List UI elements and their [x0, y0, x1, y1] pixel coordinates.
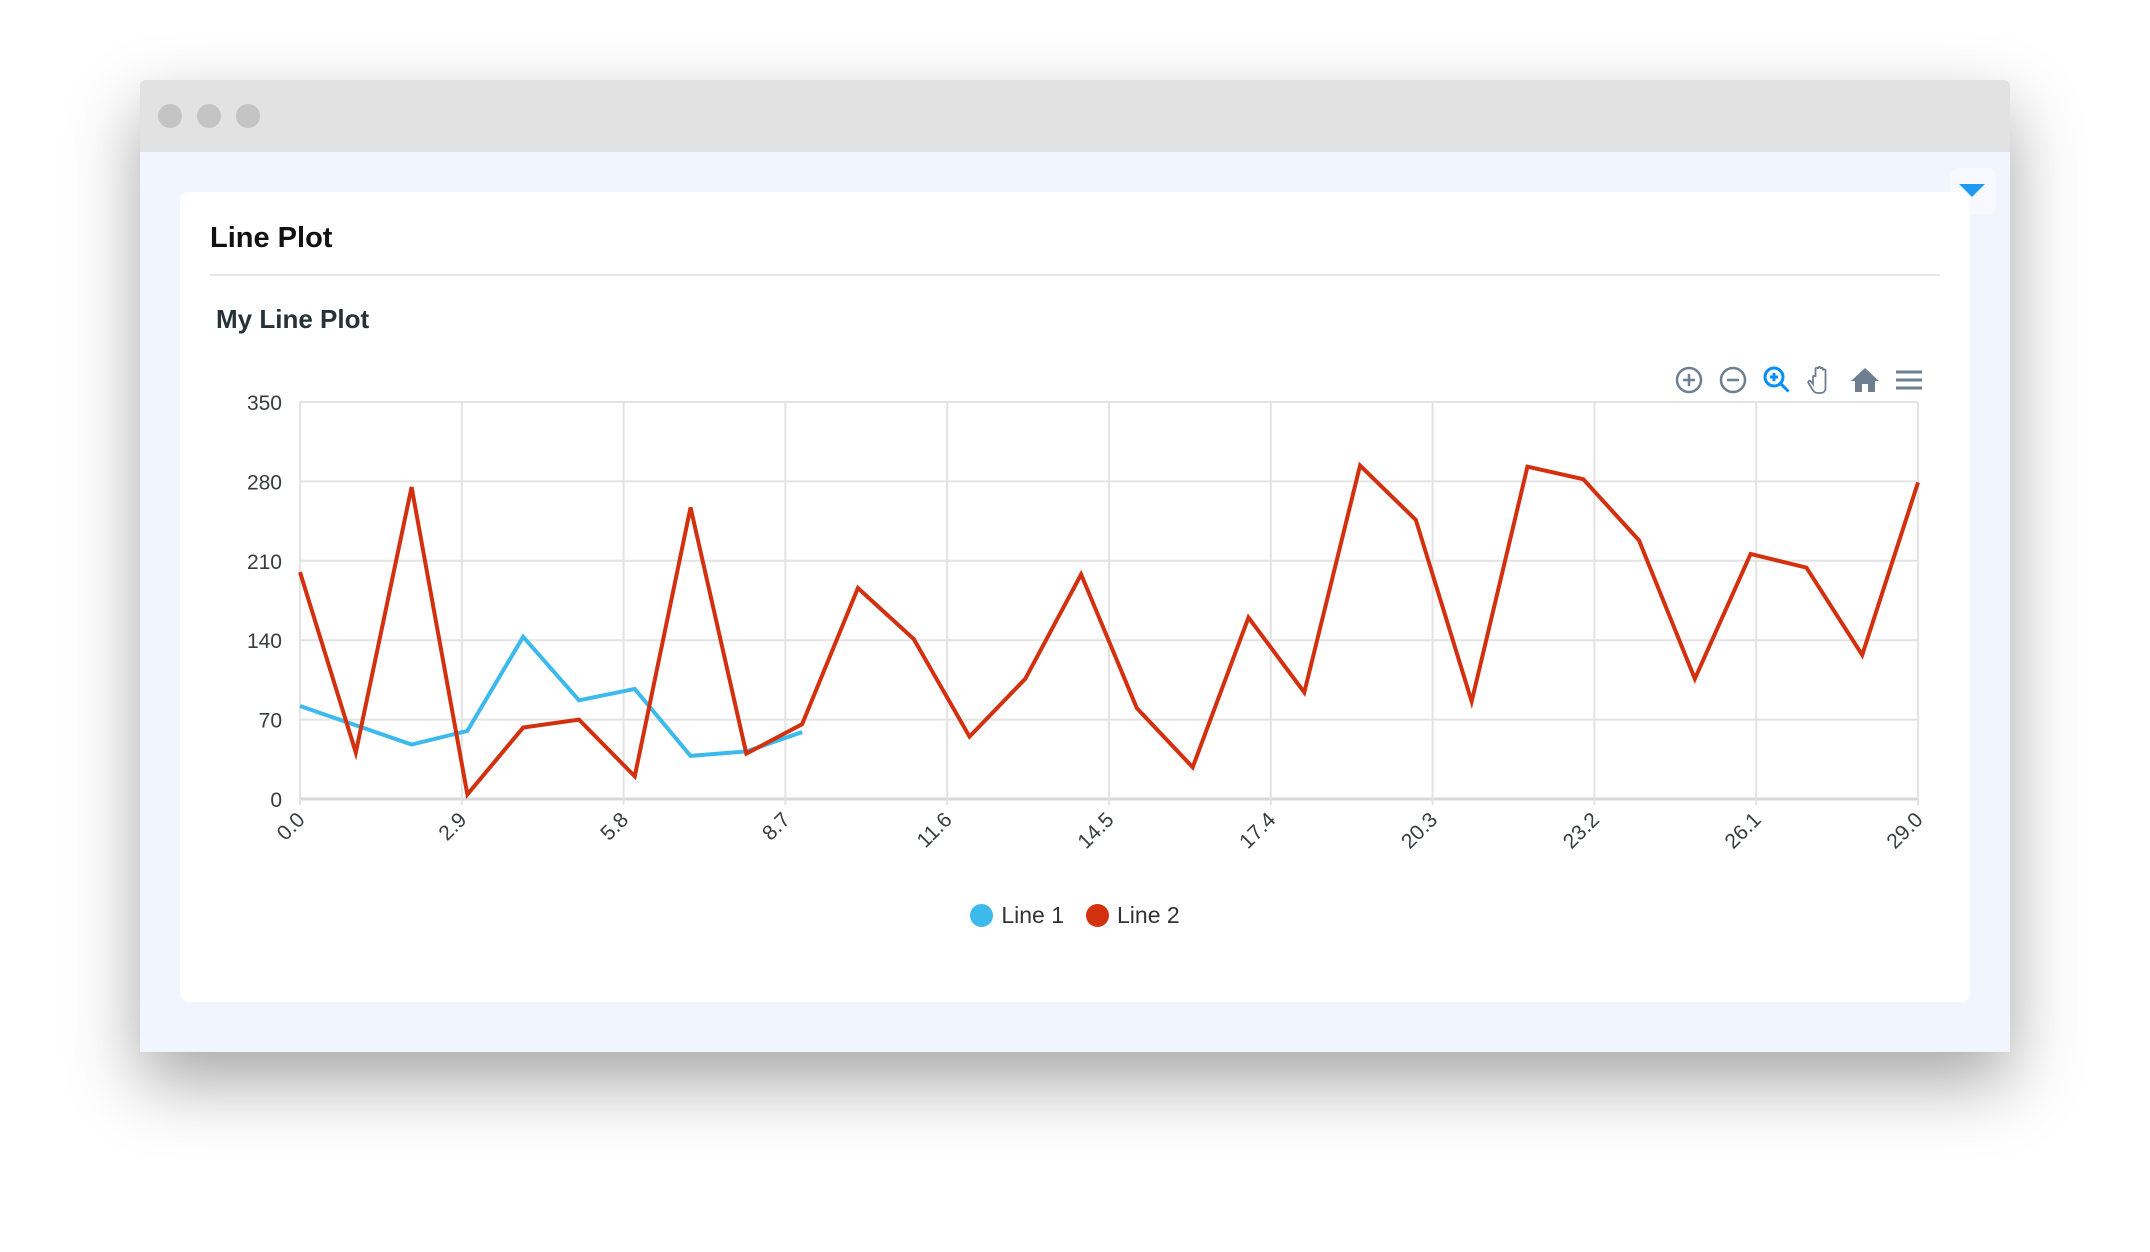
- y-tick-label: 350: [247, 392, 282, 415]
- line-chart: 0 70 140 210 280 350 0.0 2.9 5.8 8.7 11.6 14.5 17.4 2…: [247, 392, 1928, 853]
- legend-marker: [1086, 904, 1109, 927]
- zoom-in-icon[interactable]: [1673, 364, 1705, 396]
- home-reset-icon[interactable]: [1849, 364, 1881, 396]
- legend: Line 1 Line 2: [180, 902, 1970, 929]
- chart-card: Line Plot My Line Plot 0 70 140 210 280 350 0.…: [180, 192, 1970, 1002]
- minimize-window-button[interactable]: [197, 104, 221, 128]
- legend-marker: [970, 904, 994, 927]
- y-tick-label: 280: [247, 471, 282, 494]
- maximize-window-button[interactable]: [236, 104, 260, 128]
- y-tick-label: 210: [247, 551, 282, 574]
- x-tick-label: 11.6: [913, 808, 957, 852]
- card-title: Line Plot: [210, 222, 333, 254]
- legend-item-line-2[interactable]: Line 2: [1086, 902, 1180, 929]
- browser-window: Line Plot My Line Plot 0 70 140 210 280 350 0.…: [140, 80, 2010, 1052]
- x-tick-label: 17.4: [1235, 808, 1280, 853]
- x-tick-label: 23.2: [1559, 808, 1604, 853]
- x-tick-label: 2.9: [434, 808, 471, 845]
- legend-item-line-1[interactable]: Line 1: [970, 902, 1064, 929]
- y-tick-label: 70: [259, 710, 282, 733]
- x-tick-label: 20.3: [1397, 808, 1442, 853]
- pan-hand-icon[interactable]: [1805, 364, 1837, 396]
- x-tick-label: 5.8: [596, 808, 633, 845]
- x-tick-label: 29.0: [1882, 808, 1927, 853]
- zoom-out-icon[interactable]: [1717, 364, 1749, 396]
- legend-label: Line 2: [1117, 902, 1180, 928]
- series-line-1: [299, 633, 803, 758]
- chart-title: My Line Plot: [216, 304, 370, 334]
- x-tick-label: 14.5: [1073, 808, 1118, 853]
- close-window-button[interactable]: [158, 104, 182, 128]
- selection-zoom-icon[interactable]: [1761, 364, 1793, 396]
- divider: [210, 274, 1940, 276]
- menu-icon[interactable]: [1893, 364, 1925, 396]
- x-tick-label: 8.7: [758, 808, 795, 845]
- y-tick-label: 0: [270, 789, 282, 812]
- legend-label: Line 1: [1001, 902, 1064, 928]
- y-tick-label: 140: [247, 630, 282, 653]
- x-tick-label: 0.0: [273, 808, 310, 845]
- series-line-2: [298, 461, 1920, 800]
- chart-toolbar: [1673, 364, 1925, 396]
- x-tick-label: 26.1: [1721, 808, 1766, 853]
- title-bar: [140, 80, 2010, 152]
